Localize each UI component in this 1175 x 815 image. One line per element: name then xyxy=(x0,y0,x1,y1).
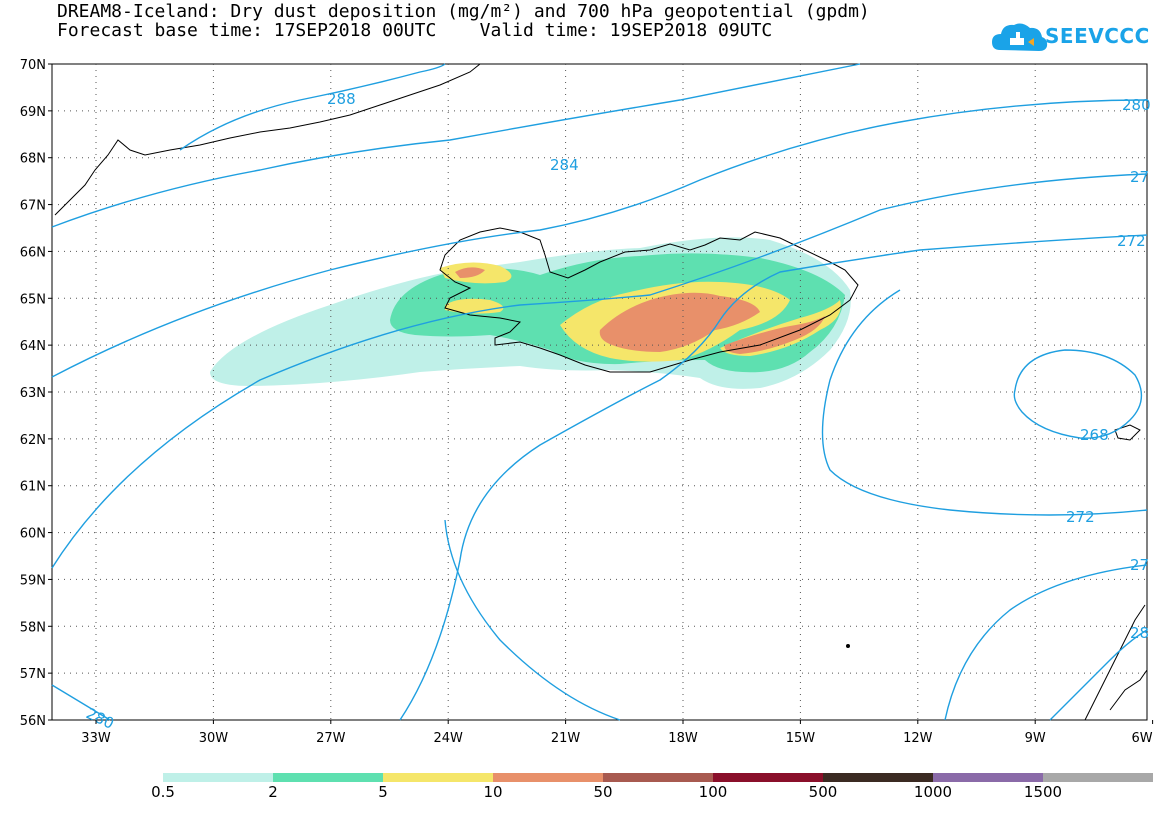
logo-text: SEEVCCC xyxy=(1045,24,1150,48)
legend-swatch xyxy=(933,773,1043,782)
lon-label: 24W xyxy=(433,731,463,746)
lon-label: 27W xyxy=(316,731,346,746)
axis-ticks xyxy=(48,63,1154,724)
lon-label: 21W xyxy=(551,731,581,746)
legend-swatch xyxy=(1043,773,1153,782)
lat-label: 59N xyxy=(20,573,46,588)
contour-label-276-se: 27 xyxy=(1130,556,1149,574)
lat-label: 60N xyxy=(20,527,46,542)
lat-label: 62N xyxy=(20,433,46,448)
lat-label: 61N xyxy=(20,480,46,495)
lat-label: 69N xyxy=(20,105,46,120)
contour-label-280-ne: 280 xyxy=(1122,96,1151,114)
chart-title: DREAM8-Iceland: Dry dust deposition (mg/… xyxy=(57,1,870,22)
lat-label: 66N xyxy=(20,245,46,260)
cloud-logo-icon xyxy=(992,23,1048,51)
legend-label: 100 xyxy=(698,783,728,801)
lon-label: 6W xyxy=(1131,731,1152,746)
legend-label: 50 xyxy=(593,783,613,801)
contour-label-272-s: 272 xyxy=(1066,508,1095,526)
lat-label: 65N xyxy=(20,292,46,307)
latitude-labels: 70N 69N 68N 67N 66N 65N 64N 63N 62N 61N 60N 59N 58N 5… xyxy=(20,58,46,729)
contour-label-272-e: 272 xyxy=(1117,232,1146,250)
lat-label: 70N xyxy=(20,58,46,73)
coastlines xyxy=(54,63,1148,721)
legend-label: 5 xyxy=(378,783,388,801)
lon-label: 15W xyxy=(786,731,816,746)
legend-swatch xyxy=(603,773,713,782)
lat-label: 68N xyxy=(20,152,46,167)
lon-label: 12W xyxy=(903,731,933,746)
contour-label-280-se: 28 xyxy=(1130,624,1149,642)
map-grid xyxy=(52,64,1147,720)
lon-label: 9W xyxy=(1025,731,1046,746)
lat-label: 57N xyxy=(20,667,46,682)
contour-label-280-sw: 280 xyxy=(83,704,117,732)
legend-label: 500 xyxy=(808,783,838,801)
legend-label: 10 xyxy=(483,783,503,801)
lat-label: 67N xyxy=(20,199,46,214)
legend-colorbar xyxy=(163,773,1153,782)
lon-label: 30W xyxy=(199,731,229,746)
longitude-labels: 33W 30W 27W 24W 21W 18W 15W 12W 9W 6W xyxy=(81,731,1152,746)
legend-swatch xyxy=(823,773,933,782)
contour-label-268: 268 xyxy=(1080,426,1109,444)
legend-label: 2 xyxy=(268,783,278,801)
contour-label-276-e: 27 xyxy=(1130,168,1149,186)
lat-label: 63N xyxy=(20,386,46,401)
dust-shading xyxy=(210,237,851,389)
contour-label-284: 284 xyxy=(550,156,579,174)
lat-label: 56N xyxy=(20,714,46,729)
legend-label: 1000 xyxy=(913,783,953,801)
lat-label: 64N xyxy=(20,339,46,354)
legend-swatch xyxy=(273,773,383,782)
forecast-times: Forecast base time: 17SEP2018 00UTC Vali… xyxy=(57,20,773,41)
contour-labels: 288 284 280 27 272 268 272 27 28 280 xyxy=(83,90,1150,733)
lon-label: 33W xyxy=(81,731,111,746)
geopotential-contours xyxy=(51,63,1148,721)
legend-label: 1500 xyxy=(1023,783,1063,801)
legend-swatch xyxy=(383,773,493,782)
legend-label: 0.5 xyxy=(151,783,175,801)
contour-label-288: 288 xyxy=(327,90,356,108)
lon-label: 18W xyxy=(668,731,698,746)
legend-swatch xyxy=(163,773,273,782)
lat-label: 58N xyxy=(20,620,46,635)
legend-swatch xyxy=(493,773,603,782)
legend-swatch xyxy=(713,773,823,782)
